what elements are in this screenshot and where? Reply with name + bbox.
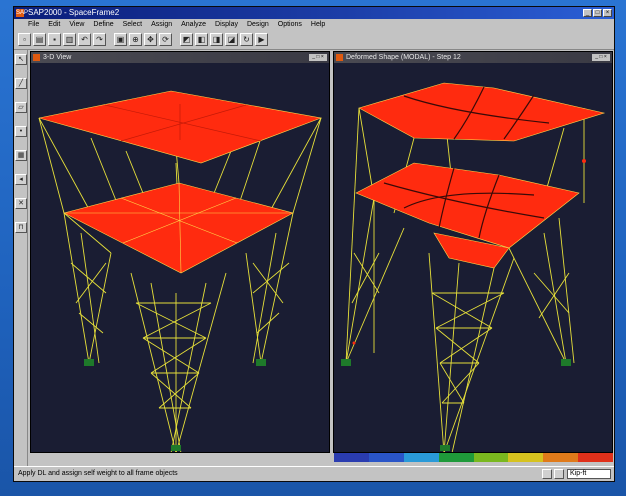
viewport-deformed-shape[interactable]: Deformed Shape (MODAL) - Step 12 _ □ ×: [333, 51, 613, 453]
units-dropdown[interactable]: Kip-ft: [567, 469, 611, 479]
scale-segment: [474, 453, 509, 462]
draw-shell-icon[interactable]: ▱: [15, 102, 27, 113]
view-3d-icon[interactable]: ◩: [180, 33, 193, 46]
menu-define[interactable]: Define: [93, 19, 113, 30]
status-bar: Apply DL and assign self weight to all f…: [14, 466, 614, 481]
undo-icon[interactable]: ↶: [78, 33, 91, 46]
view-yz-icon[interactable]: ◪: [225, 33, 238, 46]
lock-icon[interactable]: ▣: [114, 33, 127, 46]
contour-color-scale: [334, 453, 613, 462]
toolbar: ▫ ▤ ▪ ▥ ↶ ↷ ▣ ⊕ ✥ ⟳ ◩ ◧ ◨ ◪ ↻ ▶: [14, 30, 614, 50]
draw-joint-icon[interactable]: •: [15, 126, 27, 137]
pointer-icon[interactable]: ↖: [15, 54, 27, 65]
viewport-icon: [33, 54, 40, 61]
menu-help[interactable]: Help: [311, 19, 325, 30]
scale-left-icon[interactable]: [542, 469, 552, 479]
viewport-title-bar[interactable]: Deformed Shape (MODAL) - Step 12 _ □ ×: [334, 52, 612, 63]
viewport-title-bar[interactable]: 3-D View _ □ ×: [31, 52, 329, 63]
viewport-title: Deformed Shape (MODAL) - Step 12: [346, 52, 461, 63]
viewport-icon: [336, 54, 343, 61]
status-message: Apply DL and assign self weight to all f…: [18, 470, 178, 477]
menu-assign[interactable]: Assign: [151, 19, 172, 30]
select-all-icon[interactable]: ▦: [15, 150, 27, 161]
viewport-3d[interactable]: 3-D View _ □ ×: [30, 51, 330, 453]
menu-view[interactable]: View: [69, 19, 84, 30]
refresh-icon[interactable]: ↻: [240, 33, 253, 46]
close-icon[interactable]: ×: [603, 9, 612, 17]
menu-design[interactable]: Design: [247, 19, 269, 30]
scale-segment: [543, 453, 578, 462]
menu-bar: File Edit View Define Select Assign Analyze Dis…: [14, 19, 614, 30]
pan-icon[interactable]: ✥: [144, 33, 157, 46]
app-logo: SAP: [16, 9, 24, 17]
minimize-icon[interactable]: _: [583, 9, 592, 17]
menu-options[interactable]: Options: [278, 19, 302, 30]
scale-segment: [508, 453, 543, 462]
viewport-title: 3-D View: [43, 52, 71, 63]
left-tool-strip: ↖ ╱ ▱ • ▦ ◂ ✕ ⊓: [14, 50, 28, 466]
open-icon[interactable]: ▤: [33, 33, 46, 46]
rotate-icon[interactable]: ⟳: [159, 33, 172, 46]
draw-frame-icon[interactable]: ╱: [15, 78, 27, 89]
print-icon[interactable]: ▥: [63, 33, 76, 46]
scale-segment: [439, 453, 474, 462]
menu-analyze[interactable]: Analyze: [181, 19, 206, 30]
app-window: SAP SAP2000 - SpaceFrame2 _ □ × File Edit…: [13, 6, 615, 482]
zoom-icon[interactable]: ⊕: [129, 33, 142, 46]
menu-edit[interactable]: Edit: [48, 19, 60, 30]
menu-file[interactable]: File: [28, 19, 39, 30]
redo-icon[interactable]: ↷: [93, 33, 106, 46]
maximize-icon[interactable]: □: [593, 9, 602, 17]
viewport-controls[interactable]: _ □ ×: [309, 54, 327, 61]
scale-segment: [369, 453, 404, 462]
menu-display[interactable]: Display: [215, 19, 238, 30]
scale-segment: [578, 453, 613, 462]
intersect-icon[interactable]: ⊓: [15, 222, 27, 233]
scale-segment: [334, 453, 369, 462]
menu-select[interactable]: Select: [123, 19, 142, 30]
structure-model-canvas[interactable]: [31, 63, 329, 452]
save-icon[interactable]: ▪: [48, 33, 61, 46]
deformed-model-canvas[interactable]: [334, 63, 612, 452]
new-icon[interactable]: ▫: [18, 33, 31, 46]
window-title: SAP2000 - SpaceFrame2: [28, 7, 119, 19]
scale-right-icon[interactable]: [554, 469, 564, 479]
view-xz-icon[interactable]: ◨: [210, 33, 223, 46]
view-xy-icon[interactable]: ◧: [195, 33, 208, 46]
viewport-controls[interactable]: _ □ ×: [592, 54, 610, 61]
title-bar[interactable]: SAP SAP2000 - SpaceFrame2 _ □ ×: [14, 7, 614, 19]
scale-segment: [404, 453, 439, 462]
run-icon[interactable]: ▶: [255, 33, 268, 46]
clear-selection-icon[interactable]: ✕: [15, 198, 27, 209]
select-prev-icon[interactable]: ◂: [15, 174, 27, 185]
